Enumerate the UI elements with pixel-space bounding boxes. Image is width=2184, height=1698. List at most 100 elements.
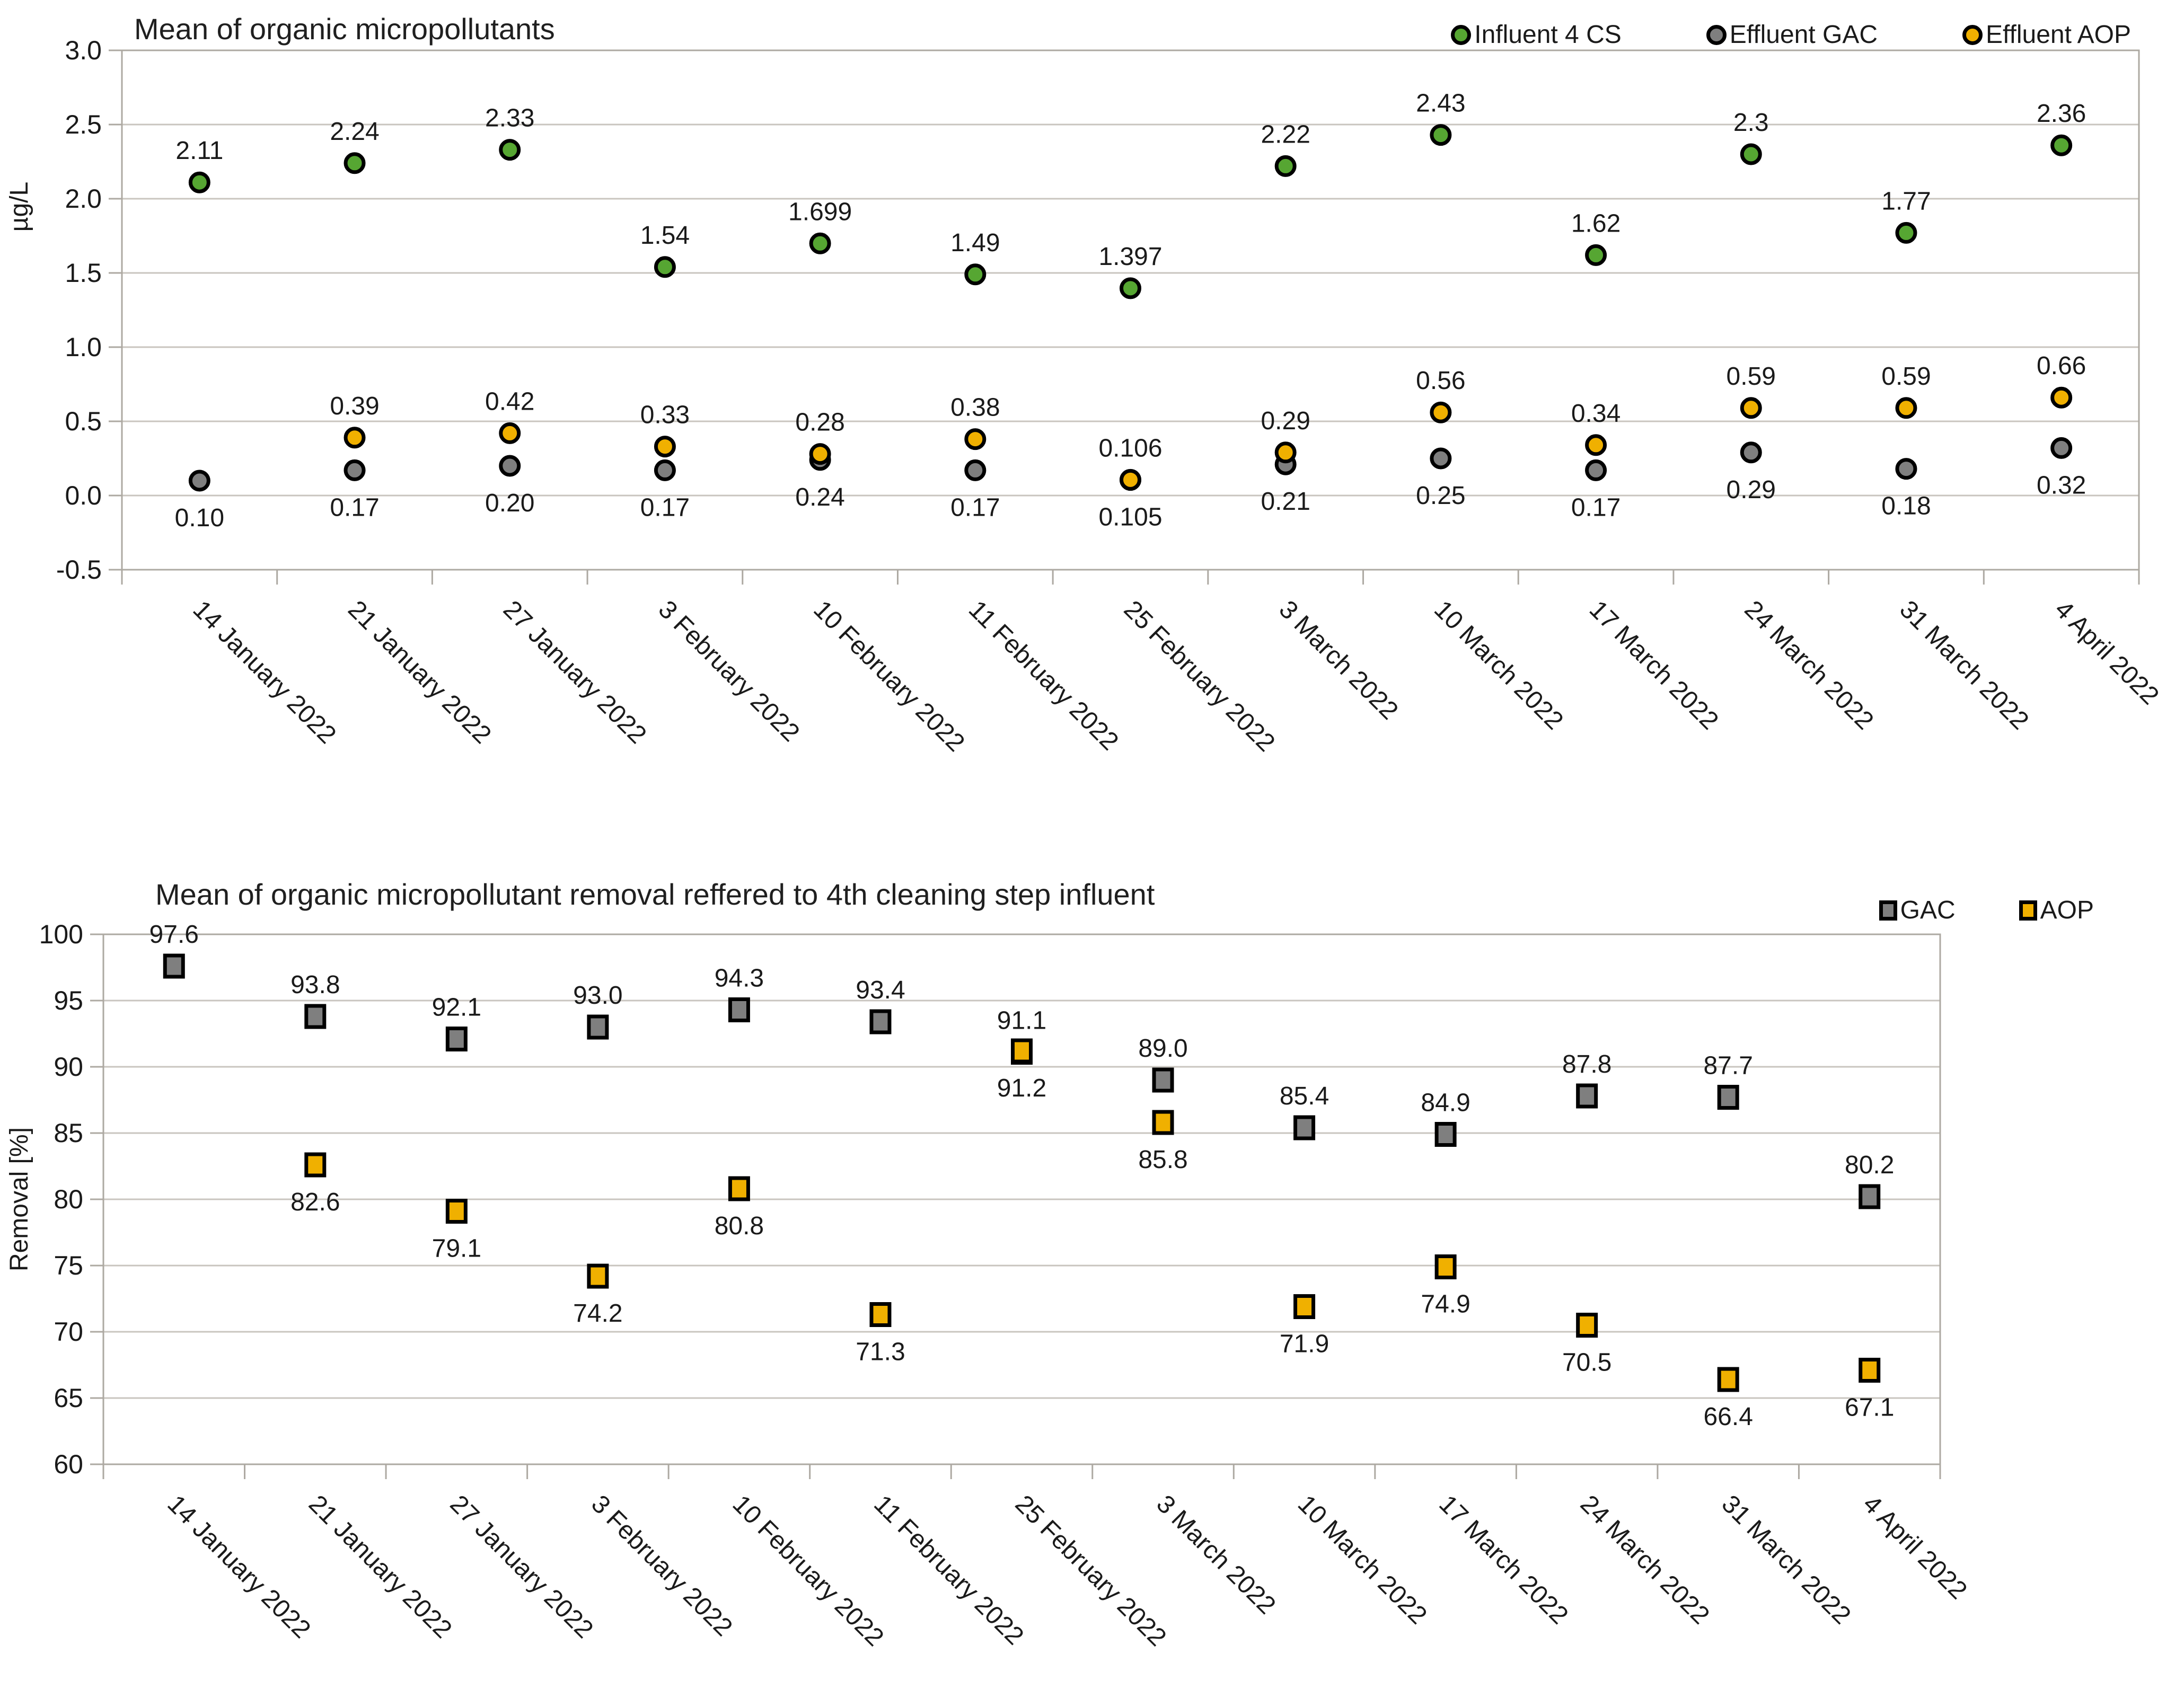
data-point-label: 93.4 (856, 976, 905, 1004)
x-axis-date-label: 17 March 2022 (1433, 1490, 1573, 1630)
y-axis-tick-label: 100 (39, 919, 83, 949)
plot-border (121, 49, 2140, 571)
x-axis-date-label: 4 April 2022 (2049, 595, 2164, 710)
data-point-label: 71.3 (856, 1338, 905, 1366)
data-point-marker (1585, 244, 1607, 266)
data-point-marker (499, 422, 521, 444)
data-point-marker (2050, 386, 2073, 409)
y-axis-tick-label: 1.0 (65, 332, 102, 362)
data-point-label: 89.0 (1138, 1034, 1187, 1063)
legend-item: Effluent GAC (1706, 20, 1878, 49)
legend-circle-marker-icon (1962, 24, 1983, 45)
y-axis-tick-label: 3.0 (65, 36, 102, 65)
x-axis-date-label: 14 January 2022 (188, 595, 341, 749)
x-axis-date-label: 10 March 2022 (1429, 595, 1569, 735)
data-point-marker (587, 1014, 609, 1040)
data-point-label: 2.11 (175, 137, 223, 165)
data-point-label: 2.22 (1261, 120, 1310, 148)
data-point-marker (1585, 459, 1607, 481)
y-axis-tick-label: 65 (54, 1383, 83, 1413)
y-axis-tick-label: 95 (54, 986, 83, 1015)
legend-label: Effluent GAC (1729, 21, 1878, 49)
data-point-label: 0.42 (485, 387, 534, 415)
data-point-marker (1434, 1122, 1457, 1147)
data-point-label: 91.1 (997, 1007, 1046, 1035)
data-point-marker (1740, 397, 1762, 419)
micropollutant-concentration-chart: 3.0 2.5 2.0 1.5 1.0 0.5 0.0 -0.5 µg/L 14 January … (0, 0, 2184, 827)
data-point-marker (1274, 155, 1297, 177)
legend: Influent 4 CS Effluent GAC Effluent AOP (1451, 20, 2131, 49)
legend-item: Effluent AOP (1962, 20, 2131, 49)
x-axis-date-label: 27 January 2022 (445, 1490, 598, 1643)
data-point-marker (304, 1152, 327, 1178)
y-axis-tick-label: 60 (54, 1449, 83, 1479)
legend-label: Influent 4 CS (1474, 21, 1622, 49)
data-point-label: 0.66 (2037, 352, 2086, 380)
data-point-label: 1.397 (1098, 243, 1162, 271)
data-point-marker (869, 1302, 892, 1327)
data-point-marker (809, 443, 831, 465)
data-point-label: 0.33 (640, 401, 690, 429)
data-point-marker (654, 256, 676, 278)
data-point-label: 70.5 (1562, 1349, 1611, 1377)
data-point-marker (1717, 1085, 1739, 1110)
data-point-marker (344, 459, 366, 481)
data-point-label: 84.9 (1421, 1089, 1470, 1117)
y-axis-tick-label: 85 (54, 1118, 83, 1148)
data-point-marker (964, 428, 987, 450)
data-point-label: 66.4 (1703, 1403, 1753, 1431)
data-point-marker (1293, 1115, 1316, 1140)
data-point-label: 80.2 (1845, 1151, 1894, 1179)
y-axis-tick-label: 80 (54, 1184, 83, 1214)
y-axis-title: Removal [%] (5, 1127, 33, 1271)
data-point-marker (728, 997, 750, 1022)
data-point-marker (654, 436, 676, 458)
data-point-marker (964, 459, 987, 481)
data-point-marker (344, 152, 366, 174)
legend-square-marker-icon (1879, 900, 1897, 921)
data-point-marker (1152, 1110, 1174, 1135)
data-point-marker (2050, 437, 2073, 459)
data-point-marker (728, 1176, 750, 1201)
x-axis-date-label: 27 January 2022 (498, 595, 651, 749)
legend-label: AOP (2040, 896, 2094, 924)
data-point-label: 92.1 (432, 994, 481, 1022)
legend-item: GAC (1879, 896, 1956, 925)
data-point-marker (1293, 1294, 1316, 1319)
data-point-label: 1.54 (640, 222, 690, 250)
data-point-label: 2.33 (485, 104, 534, 132)
data-point-label: 0.59 (1727, 362, 1776, 391)
data-point-marker (809, 232, 831, 254)
data-point-label: 0.10 (175, 504, 224, 532)
data-point-marker (188, 470, 210, 492)
y-axis-title: µg/L (5, 182, 33, 232)
data-point-label: 0.28 (795, 409, 844, 437)
data-point-marker (445, 1027, 468, 1051)
chart-title: Mean of organic micropollutant removal r… (155, 878, 1155, 911)
data-point-label: 2.3 (1733, 109, 1769, 137)
data-point-label: 0.18 (1881, 492, 1931, 520)
legend-item: AOP (2019, 896, 2094, 925)
x-axis-date-label: 4 April 2022 (1857, 1490, 1972, 1605)
data-point-marker (1895, 222, 1917, 244)
data-point-marker (1740, 143, 1762, 165)
data-point-label: 85.8 (1138, 1146, 1187, 1174)
data-point-marker (1576, 1083, 1598, 1109)
data-point-label: 0.34 (1571, 400, 1621, 428)
legend-circle-marker-icon (1706, 24, 1727, 45)
data-point-label: 0.56 (1416, 367, 1465, 395)
data-point-marker (499, 455, 521, 477)
data-point-label: 0.17 (640, 493, 690, 521)
data-point-label: 0.25 (1416, 482, 1465, 510)
x-axis-date-label: 11 February 2022 (868, 1490, 1029, 1650)
chart-title: Mean of organic micropollutants (134, 12, 555, 46)
data-point-label: 0.17 (330, 493, 379, 521)
data-point-marker (445, 1199, 468, 1224)
data-point-label: 85.4 (1280, 1082, 1329, 1110)
legend-square-marker-icon (2019, 900, 2037, 921)
data-point-marker (1859, 1358, 1881, 1383)
data-point-label: 0.29 (1727, 476, 1776, 504)
data-point-marker (1430, 401, 1452, 423)
data-point-label: 67.1 (1845, 1394, 1894, 1422)
data-point-label: 1.77 (1881, 187, 1931, 215)
